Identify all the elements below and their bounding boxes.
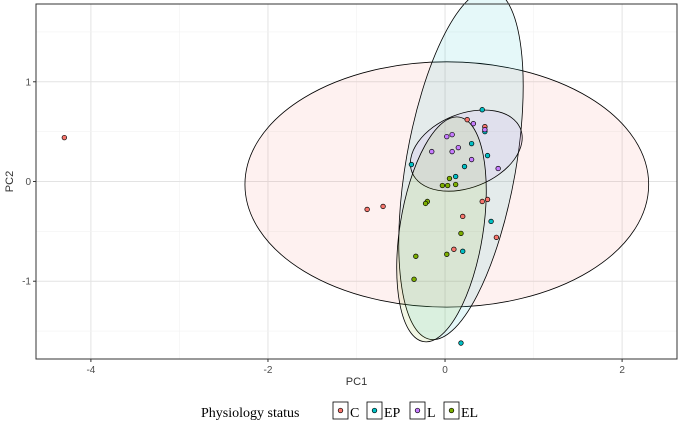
axis-ticks: -4 -2 0 2 -1 0 1 — [22, 77, 625, 376]
point-ep — [479, 107, 485, 113]
ellipse-l — [409, 109, 523, 192]
point-el — [445, 182, 451, 189]
point-ep — [468, 140, 475, 147]
point-c — [364, 206, 370, 213]
point-c — [464, 117, 470, 123]
legend-dot-c — [337, 407, 344, 414]
point-el — [439, 182, 446, 189]
point-c — [479, 198, 485, 205]
point-el — [453, 181, 459, 188]
point-ep — [460, 248, 466, 254]
point-l — [495, 165, 501, 172]
x-tick-label: -2 — [264, 365, 273, 376]
y-tick-label: -1 — [22, 277, 31, 288]
point-el — [413, 253, 419, 259]
point-l — [455, 144, 461, 151]
point-l — [449, 131, 455, 138]
x-tick-label: 0 — [442, 365, 448, 376]
point-l — [449, 148, 455, 155]
point-el — [422, 200, 429, 207]
data-points — [61, 107, 501, 346]
confidence-ellipses — [244, 0, 650, 343]
point-ep — [461, 163, 468, 170]
point-c — [61, 134, 67, 141]
point-c — [493, 234, 500, 240]
point-l — [444, 133, 450, 140]
legend-dot-ep — [371, 407, 378, 414]
legend-title: Physiology status — [201, 406, 299, 421]
point-ep — [484, 152, 491, 159]
point-el — [458, 230, 464, 237]
x-tick-label: -4 — [86, 365, 95, 376]
x-tick-label: 2 — [619, 365, 625, 376]
point-c — [460, 213, 466, 220]
point-ep — [458, 340, 464, 346]
point-ep — [488, 218, 494, 225]
y-tick-label: 1 — [25, 77, 31, 88]
point-ep — [453, 173, 459, 180]
legend-label-el: EL — [461, 406, 478, 421]
point-l — [482, 126, 488, 133]
point-el — [446, 175, 453, 182]
y-axis-title: PC2 — [4, 171, 16, 192]
ellipse-ep — [398, 0, 524, 341]
ellipse-el — [396, 116, 487, 343]
point-l — [470, 121, 477, 127]
legend-label-l: L — [427, 406, 436, 421]
point-ep — [408, 161, 415, 168]
legend-label-ep: EP — [384, 406, 401, 421]
point-el — [444, 251, 450, 257]
point-c — [451, 246, 457, 252]
grid-lines — [36, 4, 677, 359]
point-l — [468, 156, 475, 163]
legend-dot-l — [414, 407, 421, 414]
point-el — [411, 276, 417, 282]
point-c — [484, 196, 491, 203]
x-axis-title: PC1 — [346, 376, 367, 388]
point-l — [429, 148, 435, 155]
y-tick-label: 0 — [25, 177, 31, 188]
legend: Physiology status C EP L EL — [201, 401, 478, 421]
legend-label-c: C — [350, 406, 359, 421]
point-c — [380, 203, 386, 210]
legend-dot-el — [448, 407, 455, 414]
